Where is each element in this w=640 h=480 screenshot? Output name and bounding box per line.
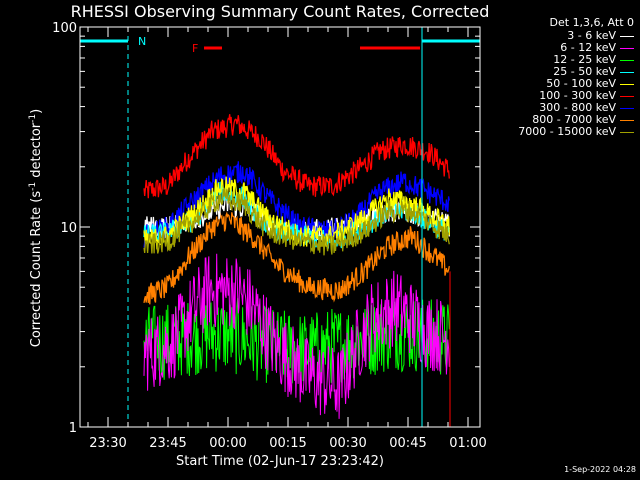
y-tick-label-1: 1 <box>69 421 77 436</box>
legend-entry-label: 6 - 12 keV <box>560 41 616 54</box>
legend-entry: 50 - 100 keV <box>518 78 634 90</box>
y-label-exp2: -1 <box>27 113 38 123</box>
x-tick-label-2345: 23:45 <box>149 436 186 451</box>
y-tick-label-100: 100 <box>52 21 77 36</box>
legend-swatch <box>620 59 634 61</box>
chart-title: RHESSI Observing Summary Count Rates, Co… <box>70 2 490 21</box>
x-axis-label: Start Time (02-Jun-17 23:23:42) <box>176 454 384 469</box>
series-800-to-7000keV <box>143 211 450 305</box>
legend-entry: 300 - 800 keV <box>518 102 634 114</box>
legend-entry-label: 300 - 800 keV <box>539 101 616 114</box>
series-6-to-12keV <box>143 253 450 419</box>
legend-swatch <box>620 83 634 85</box>
legend-swatch <box>620 47 634 49</box>
legend-entry: 6 - 12 keV <box>518 42 634 54</box>
series-7000-to-15000keV <box>143 188 450 256</box>
flag-N-label: N <box>138 35 146 48</box>
x-tick-label-0030: 00:30 <box>329 436 366 451</box>
x-tick-label-0015: 00:15 <box>269 436 306 451</box>
legend-swatch <box>620 119 634 121</box>
legend-entry-label: 25 - 50 keV <box>553 65 616 78</box>
legend-swatch <box>620 107 634 109</box>
legend-swatch <box>620 131 634 133</box>
legend-entry-label: 50 - 100 keV <box>546 77 616 90</box>
legend-entry: 3 - 6 keV <box>518 30 634 42</box>
x-tick-label-0100: 01:00 <box>449 436 486 451</box>
y-label-main: Corrected Count Rate (s <box>29 190 45 348</box>
x-tick-label-0045: 00:45 <box>389 436 426 451</box>
y-label-mid: detector <box>29 122 45 182</box>
legend-entry: 7000 - 15000 keV <box>518 126 634 138</box>
legend-entry-label: 100 - 300 keV <box>539 89 616 102</box>
legend-header: Det 1,3,6, Att 0 <box>549 16 634 29</box>
y-label-exp1: -1 <box>27 181 38 191</box>
legend-swatch <box>620 35 634 37</box>
legend-swatch <box>620 95 634 97</box>
legend-entry: 100 - 300 keV <box>518 90 634 102</box>
x-tick-label-0000: 00:00 <box>209 436 246 451</box>
timestamp-stamp: 1-Sep-2022 04:28 <box>564 465 636 474</box>
x-tick-label-2330: 23:30 <box>89 436 126 451</box>
series-100-to-300keV <box>143 114 450 199</box>
legend-entry-label: 7000 - 15000 keV <box>518 125 616 138</box>
y-tick-label-10: 10 <box>60 221 77 236</box>
legend-entry: 800 - 7000 keV <box>518 114 634 126</box>
legend: Det 1,3,6, Att 0 3 - 6 keV 6 - 12 keV 12 -… <box>518 16 634 138</box>
y-axis-label: Corrected Count Rate (s-1 detector-1) <box>28 109 44 347</box>
legend-entry-label: 12 - 25 keV <box>553 53 616 66</box>
y-label-end: ) <box>29 108 45 114</box>
legend-entry: 12 - 25 keV <box>518 54 634 66</box>
legend-entry-label: 3 - 6 keV <box>567 29 616 42</box>
legend-entry-label: 800 - 7000 keV <box>532 113 616 126</box>
legend-entries: 3 - 6 keV 6 - 12 keV 12 - 25 keV 25 - 50 ke… <box>518 30 634 138</box>
legend-swatch <box>620 71 634 73</box>
legend-entry: 25 - 50 keV <box>518 66 634 78</box>
flag-F-label: F <box>192 42 198 55</box>
